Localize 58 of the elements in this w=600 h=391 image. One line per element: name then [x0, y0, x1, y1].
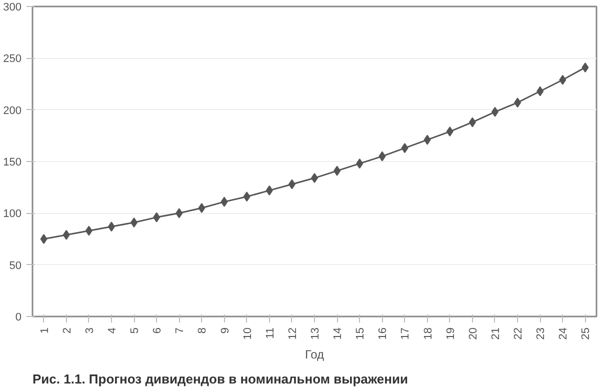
x-tick-label: 10 — [242, 327, 254, 340]
x-tick-label: 14 — [332, 327, 344, 340]
x-tick-label: 15 — [354, 327, 367, 340]
point — [559, 74, 566, 85]
y-tick-label: 150 — [3, 156, 22, 168]
x-tick-label: 2 — [61, 327, 74, 334]
x-tick-label: 25 — [580, 327, 592, 340]
x-tick-label: 6 — [152, 327, 164, 334]
x-tick-label: 11 — [264, 327, 276, 339]
point — [424, 134, 431, 145]
x-tick-label: 4 — [106, 327, 118, 334]
y-tick-label: 0 — [15, 312, 22, 324]
point — [468, 117, 476, 128]
point — [536, 86, 544, 96]
y-tick-label: 50 — [9, 260, 22, 272]
point — [514, 98, 522, 108]
x-tick-label: 12 — [286, 327, 299, 340]
y-tick-label: 300 — [3, 2, 22, 14]
point — [446, 126, 454, 137]
x-tick-label: 19 — [444, 327, 457, 340]
point — [334, 166, 341, 176]
point — [40, 234, 48, 244]
x-tick-label: 20 — [467, 327, 480, 340]
point — [153, 212, 160, 222]
x-tick-label: 5 — [129, 327, 142, 334]
x-tick-label: 9 — [219, 327, 232, 334]
point — [198, 203, 206, 213]
x-tick-label: 1 — [38, 327, 51, 334]
point — [176, 208, 183, 218]
point — [108, 222, 115, 232]
x-tick-label: 17 — [400, 327, 412, 340]
point — [243, 192, 250, 202]
text: Рис. 1.1. Прогноз дивидендов в номинальном выражении — [32, 372, 408, 386]
point — [378, 151, 386, 162]
x-tick-label: 13 — [310, 327, 322, 340]
point — [85, 226, 92, 236]
point — [62, 230, 70, 240]
point — [288, 179, 296, 190]
x-axis-title: Год — [304, 348, 324, 362]
point — [356, 158, 364, 169]
point — [220, 196, 228, 207]
x-tick-label: 22 — [512, 327, 525, 340]
x-tick-label: 3 — [84, 327, 96, 334]
y-tick-label: 200 — [3, 104, 22, 117]
x-tick-label: 21 — [490, 327, 502, 340]
x-tick-label: 7 — [174, 327, 186, 334]
x-tick-label: 23 — [535, 327, 548, 340]
point — [582, 62, 589, 72]
x-tick-label: 24 — [558, 327, 570, 340]
x-tick-label: 8 — [196, 327, 209, 334]
point — [130, 217, 138, 228]
x-tick-label: 18 — [422, 327, 434, 340]
y-tick-label: 100 — [3, 208, 22, 220]
point — [491, 106, 498, 117]
x-tick-label: 16 — [377, 327, 390, 340]
y-tick-label: 250 — [3, 53, 22, 66]
point — [401, 143, 408, 154]
point — [266, 185, 273, 196]
